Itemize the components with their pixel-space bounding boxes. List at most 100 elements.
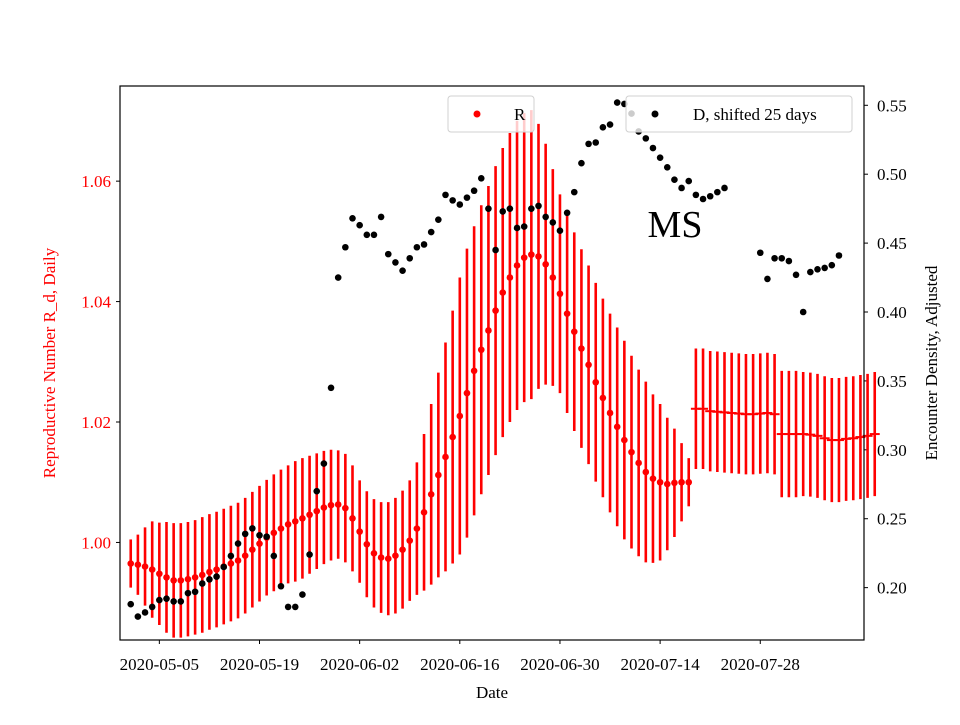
r-point <box>621 436 628 444</box>
d-point <box>420 241 428 248</box>
d-point <box>220 563 228 571</box>
d-point <box>442 191 449 199</box>
d-point <box>506 205 514 212</box>
d-point <box>771 254 778 262</box>
d-point <box>277 582 285 590</box>
d-point <box>835 252 843 259</box>
d-point <box>692 191 700 199</box>
right-tick-label: 0.50 <box>877 165 907 184</box>
d-point <box>807 268 814 276</box>
r-point <box>127 560 135 567</box>
r-point <box>370 549 378 557</box>
d-point <box>213 573 220 580</box>
d-point <box>234 540 242 547</box>
r-point <box>334 501 342 508</box>
d-point <box>377 213 385 221</box>
d-point <box>456 201 464 208</box>
r-point <box>134 561 142 569</box>
d-point <box>191 588 199 596</box>
d-point <box>299 591 306 598</box>
r-point <box>649 475 657 482</box>
r-point <box>342 504 349 512</box>
r-point <box>499 289 507 296</box>
d-series <box>127 99 843 620</box>
d-point <box>163 595 170 602</box>
r-point <box>291 518 299 525</box>
r-point <box>184 575 192 583</box>
chart-annotation: MS <box>648 204 703 246</box>
legend-r-label: R <box>514 105 526 124</box>
d-point <box>435 216 442 223</box>
r-point <box>306 511 313 519</box>
r-point <box>535 253 542 260</box>
r-point <box>206 568 213 576</box>
d-point <box>592 139 600 146</box>
r-point <box>170 577 177 584</box>
r-error-bars <box>129 110 877 638</box>
d-point <box>799 308 807 316</box>
d-point <box>549 219 557 226</box>
d-point <box>535 202 542 210</box>
d-point <box>528 205 535 212</box>
r-point <box>392 552 399 559</box>
d-point <box>334 274 342 281</box>
d-point <box>821 264 828 272</box>
d-point <box>656 154 664 161</box>
r-point <box>141 563 149 570</box>
d-point <box>406 254 414 262</box>
d-point <box>327 384 335 392</box>
d-point <box>492 246 499 254</box>
d-point <box>342 243 349 251</box>
r-point <box>578 345 585 352</box>
r-point <box>592 378 600 386</box>
d-point <box>399 267 406 274</box>
r-point <box>363 540 371 548</box>
r-point <box>463 389 471 397</box>
r-point <box>406 537 414 544</box>
r-point <box>327 501 335 509</box>
d-point <box>756 249 764 257</box>
r-point <box>227 560 235 567</box>
right-tick-label: 0.30 <box>877 441 907 460</box>
r-point <box>563 310 571 317</box>
d-point <box>828 261 836 269</box>
r-point <box>177 577 185 584</box>
left-tick-label: 1.02 <box>81 413 111 432</box>
r-point <box>399 546 406 553</box>
d-point <box>392 259 399 266</box>
d-point <box>663 164 671 171</box>
plot-frame <box>119 85 865 641</box>
r-point <box>520 254 528 261</box>
r-point <box>270 529 278 537</box>
d-point <box>764 275 771 283</box>
d-point <box>699 195 707 203</box>
d-point <box>513 224 521 232</box>
r-point <box>663 480 671 488</box>
r-point <box>299 515 306 522</box>
d-point <box>313 487 321 495</box>
r-point <box>542 260 549 268</box>
legend-d: D, shifted 25 days <box>625 95 853 133</box>
r-point <box>148 566 156 573</box>
d-point <box>721 184 728 192</box>
r-point <box>377 554 385 561</box>
d-point <box>127 600 135 608</box>
r-point <box>349 515 356 522</box>
r-point <box>585 361 592 369</box>
d-point <box>427 228 435 236</box>
r-point <box>506 274 514 281</box>
r-point <box>413 525 421 532</box>
d-point <box>485 205 492 212</box>
r-point <box>313 507 321 515</box>
legend-d-label: D, shifted 25 days <box>693 105 817 124</box>
d-point <box>148 603 156 611</box>
d-point <box>499 208 507 215</box>
d-point <box>706 192 714 200</box>
r-point <box>449 433 456 441</box>
d-point <box>198 580 206 587</box>
x-tick-label: 2020-06-02 <box>320 655 399 674</box>
r-point <box>635 459 642 467</box>
x-tick-label: 2020-05-19 <box>220 655 299 674</box>
r-point <box>277 525 285 532</box>
